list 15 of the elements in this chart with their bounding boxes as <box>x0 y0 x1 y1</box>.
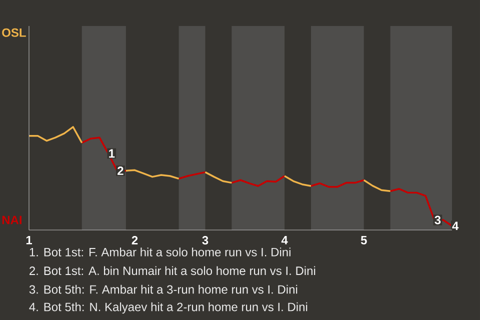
text: 3. Bot 5th: F. Ambar hit a 3-run home run vs I. Dini <box>29 284 298 294</box>
x-tick-label: 1 <box>26 236 32 244</box>
text: 2. Bot 1st: A. bin Numair hit a solo home run vs I. Dini <box>30 266 316 276</box>
text: 4. Bot 5th: N. Kalyaev hit a 2-run home run vs I. Dini <box>29 302 308 314</box>
annotation: 3 <box>434 216 441 224</box>
x-tick-label: 3 <box>202 236 208 245</box>
text: NAI <box>2 216 22 224</box>
x-tick-label: 4 <box>281 236 288 244</box>
x-tick-label: 5 <box>360 236 367 244</box>
text: 1. Bot 1st: F. Ambar hit a solo home run vs I. Dini <box>30 248 290 256</box>
annotation: 1 <box>109 149 115 158</box>
annotation: 2 <box>118 166 124 175</box>
annotation: 4 <box>452 222 459 230</box>
text: OSL <box>2 28 26 37</box>
x-tick-label: 2 <box>132 236 138 244</box>
